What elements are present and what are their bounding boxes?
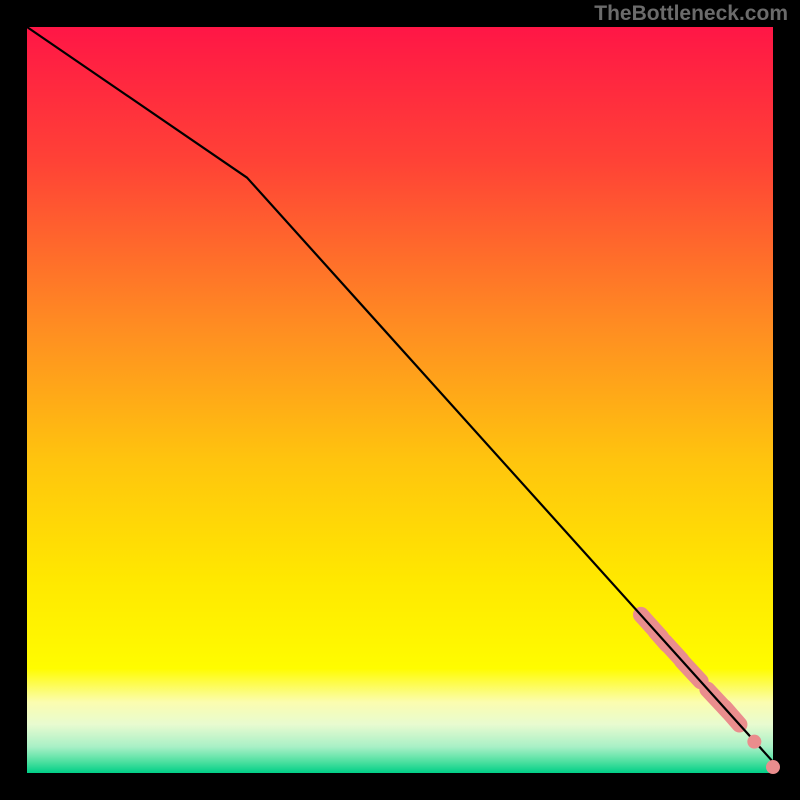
watermark-text: TheBottleneck.com [594,2,788,26]
dot [747,735,761,749]
curve-layer [27,27,773,773]
chart-frame: TheBottleneck.com [0,0,800,800]
curve-path [27,27,773,762]
dots-group [747,735,780,774]
dot [766,760,780,774]
plot-area [27,27,773,773]
